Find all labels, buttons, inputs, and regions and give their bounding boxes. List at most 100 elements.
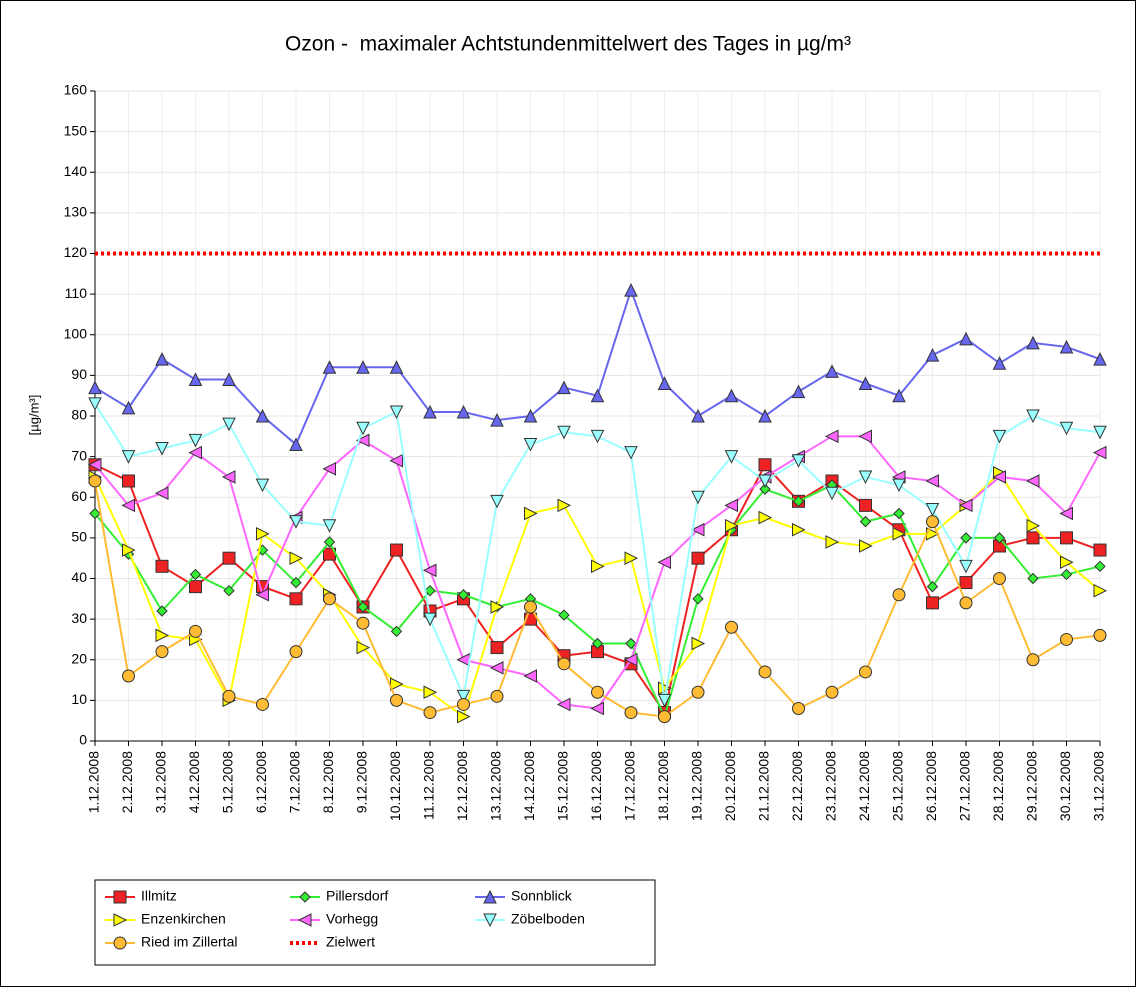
- data-point: [624, 446, 638, 460]
- data-point: [1025, 474, 1040, 488]
- data-point: [624, 551, 639, 565]
- y-tick-label: 30: [71, 610, 87, 626]
- legend-label: Enzenkirchen: [141, 911, 226, 927]
- y-tick-label: 0: [79, 732, 87, 748]
- data-point: [356, 360, 370, 374]
- x-tick-label: 1.12.2008: [86, 751, 102, 813]
- data-point: [290, 576, 302, 589]
- data-point: [156, 605, 168, 617]
- data-point: [892, 478, 906, 493]
- data-point: [557, 498, 572, 513]
- data-point: [623, 652, 638, 667]
- data-point: [188, 445, 202, 460]
- y-tick-label: 150: [64, 122, 88, 138]
- y-tick-label: 100: [64, 325, 88, 341]
- data-point: [457, 709, 471, 724]
- data-point: [1092, 445, 1107, 460]
- data-point: [222, 551, 236, 565]
- data-point: [557, 657, 571, 671]
- data-point: [692, 593, 704, 605]
- data-point: [792, 702, 805, 715]
- data-point: [423, 706, 437, 720]
- data-point: [390, 693, 403, 707]
- data-point: [222, 417, 236, 432]
- data-point: [155, 628, 170, 643]
- data-point: [489, 661, 504, 675]
- data-point: [323, 536, 336, 548]
- x-tick-label: 5.12.2008: [220, 751, 236, 813]
- y-tick-label: 40: [71, 569, 87, 585]
- data-point: [825, 486, 839, 501]
- data-point: [590, 429, 605, 444]
- data-point: [1026, 653, 1040, 667]
- data-point: [88, 380, 102, 395]
- data-point: [557, 425, 571, 440]
- legend-marker: [483, 889, 497, 904]
- x-tick-label: 11.12.2008: [421, 751, 437, 820]
- data-point: [223, 584, 235, 597]
- data-point: [959, 331, 973, 346]
- data-point: [657, 555, 671, 570]
- data-point: [423, 612, 437, 627]
- x-tick-label: 12.12.2008: [454, 751, 470, 821]
- data-point: [289, 515, 303, 529]
- data-point: [725, 518, 739, 533]
- x-tick-label: 27.12.2008: [957, 751, 973, 821]
- data-point: [1059, 339, 1074, 354]
- y-tick-label: 50: [71, 529, 87, 545]
- data-point: [1060, 555, 1074, 570]
- data-point: [457, 697, 470, 711]
- data-point: [725, 620, 738, 634]
- data-point: [389, 405, 404, 420]
- data-point: [1093, 352, 1107, 366]
- data-point: [959, 559, 973, 574]
- data-point: [389, 453, 403, 468]
- data-point: [557, 380, 571, 395]
- data-point: [322, 462, 336, 476]
- legend-label: Vorhegg: [326, 911, 378, 927]
- data-point: [1060, 632, 1073, 646]
- y-tick-label: 10: [71, 691, 87, 707]
- data-point: [87, 457, 102, 472]
- x-tick-label: 14.12.2008: [521, 751, 537, 821]
- data-point: [155, 559, 169, 573]
- data-point: [1093, 543, 1107, 557]
- data-point: [1027, 572, 1039, 585]
- y-tick-label: 140: [64, 163, 88, 179]
- legend-marker: [113, 890, 127, 904]
- legend-marker: [113, 936, 127, 950]
- x-tick-label: 15.12.2008: [555, 751, 571, 821]
- data-point: [925, 474, 939, 488]
- data-point: [222, 372, 236, 386]
- data-point: [792, 495, 805, 508]
- x-tick-label: 17.12.2008: [622, 751, 638, 821]
- data-point: [691, 551, 705, 565]
- data-point: [791, 384, 806, 399]
- data-point: [1093, 425, 1107, 440]
- data-point: [122, 669, 135, 683]
- data-point: [691, 490, 705, 505]
- data-point: [893, 507, 905, 520]
- data-point: [691, 685, 705, 699]
- x-tick-label: 19.12.2008: [689, 751, 705, 821]
- data-point: [758, 408, 772, 423]
- data-point: [858, 376, 873, 390]
- data-point: [255, 478, 270, 493]
- data-point: [859, 539, 873, 553]
- data-point: [960, 532, 972, 544]
- legend-marker: [483, 913, 497, 928]
- x-tick-label: 18.12.2008: [655, 751, 671, 821]
- x-tick-label: 20.12.2008: [722, 751, 738, 821]
- data-point: [759, 483, 771, 495]
- legend: [94, 879, 656, 966]
- data-point: [256, 697, 269, 711]
- data-point: [155, 442, 169, 456]
- data-point: [859, 515, 872, 528]
- data-point: [121, 400, 136, 415]
- data-point: [859, 498, 872, 512]
- x-tick-label: 7.12.2008: [287, 751, 303, 813]
- data-point: [188, 372, 203, 386]
- x-tick-label: 21.12.2008: [756, 751, 772, 821]
- data-point: [155, 352, 169, 366]
